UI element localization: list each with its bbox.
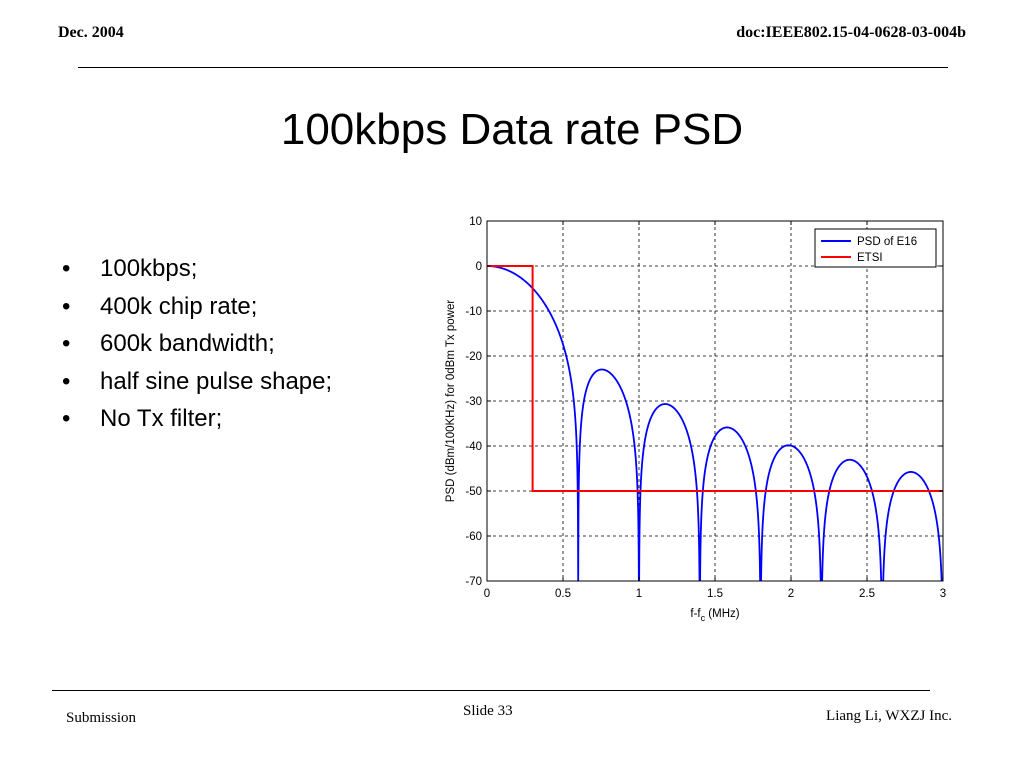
bullet-text: 100kbps; xyxy=(100,255,198,282)
x-tick-label: 3 xyxy=(940,588,946,600)
bullet-list: • 100kbps; • 400k chip rate; • 600k bandwid… xyxy=(62,250,332,438)
bullet-glyph: • xyxy=(62,405,71,432)
footer-submission: Submission xyxy=(66,710,137,726)
legend-box xyxy=(814,228,937,268)
slide-title: 100kbps Data rate PSD xyxy=(280,105,744,154)
bullet-glyph: • xyxy=(62,367,71,395)
y-tick-label: 0 xyxy=(476,261,482,273)
header-divider xyxy=(78,67,948,68)
y-tick-label: -70 xyxy=(465,576,482,588)
y-axis-label: PSD (dBm/100KHz) for 0dBm Tx power xyxy=(445,300,457,503)
psd-chart: 0 0.5 1 1.5 2 2.5 3 10 0 -10 -20 -30 -40 -50 -60 -70 f-f… xyxy=(445,216,946,623)
bullet-text: 400k chip rate; xyxy=(100,292,258,320)
x-axis-label-unit: (MHz) xyxy=(705,608,740,620)
bullet-item: • 100kbps; xyxy=(62,250,332,288)
bullet-glyph: • xyxy=(62,292,71,320)
bullet-item: • 400k chip rate; xyxy=(62,288,332,326)
y-tick-label: -30 xyxy=(465,396,482,408)
x-tick-label: 2.5 xyxy=(859,588,875,600)
footer-slide-number: Slide 33 xyxy=(463,703,513,719)
x-tick-label: 2 xyxy=(788,588,794,600)
bullet-text: No Tx filter; xyxy=(100,405,223,432)
y-tick-label: -60 xyxy=(465,531,482,543)
y-tick-label: 10 xyxy=(469,216,482,228)
header-doc-id: doc:IEEE802.15-04-0628-03-004b xyxy=(736,24,966,41)
y-tick-label: -20 xyxy=(465,351,482,363)
bullet-item: • 600k bandwidth; xyxy=(62,325,332,363)
bullet-glyph: • xyxy=(62,330,71,357)
footer-author: Liang Li, WXZJ Inc. xyxy=(826,708,952,724)
y-tick-label: -50 xyxy=(465,486,482,498)
legend-label-psd: PSD of E16 xyxy=(857,236,917,248)
psd-e16-line xyxy=(487,265,943,581)
x-tick-label: 1 xyxy=(636,588,642,600)
footer-divider xyxy=(52,690,930,691)
header-date: Dec. 2004 xyxy=(58,24,124,41)
bullet-item: • No Tx filter; xyxy=(62,400,332,438)
x-tick-label: 0.5 xyxy=(555,588,571,600)
x-axis-label: f-fc (MHz) xyxy=(690,608,739,623)
y-tick-label: -40 xyxy=(465,441,482,453)
x-tick-label: 1.5 xyxy=(707,588,723,600)
y-tick-label: -10 xyxy=(465,306,482,318)
bullet-text: 600k bandwidth; xyxy=(100,330,275,357)
bullet-item: • half sine pulse shape; xyxy=(62,363,332,401)
x-axis-label-subscript: c xyxy=(701,613,706,623)
bullet-text: half sine pulse shape; xyxy=(100,367,333,395)
x-axis-label-main: f-f xyxy=(690,608,701,620)
legend-label-etsi: ETSI xyxy=(857,252,883,264)
etsi-mask-line xyxy=(487,265,943,492)
x-tick-label: 0 xyxy=(484,588,490,600)
bullet-glyph: • xyxy=(62,255,71,282)
